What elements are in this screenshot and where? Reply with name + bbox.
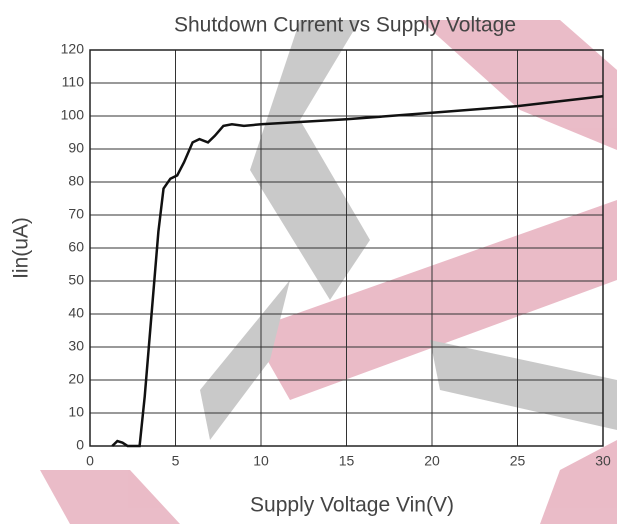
x-tick-label: 15 [339,453,355,469]
watermark-shape [40,470,180,524]
y-tick-label: 10 [68,404,84,420]
watermark-shape [420,20,617,150]
x-axis-label: Supply Voltage Vin(V) [250,494,454,517]
y-tick-label: 70 [68,206,84,222]
y-tick-label: 50 [68,272,84,288]
watermark-shape [540,440,617,524]
y-tick-label: 30 [68,338,84,354]
data-line [111,94,604,448]
x-tick-label: 5 [172,453,180,469]
y-tick-label: 20 [68,371,84,387]
x-tick-label: 30 [595,453,611,469]
x-tick-label: 25 [510,453,526,469]
y-tick-label: 80 [68,173,84,189]
watermark [40,20,617,524]
y-tick-label: 0 [76,437,84,453]
plot-frame [89,49,604,447]
x-tick-label: 0 [86,453,94,469]
y-tick-label: 110 [62,74,85,90]
y-tick-label: 120 [61,41,85,57]
x-tick-label: 20 [424,453,440,469]
x-tick-label: 10 [253,453,269,469]
y-tick-label: 100 [61,107,85,123]
watermark-shape [250,200,617,400]
watermark-shape [200,280,290,440]
watermark-shape [250,20,370,300]
chart-title: Shutdown Current vs Supply Voltage [174,14,516,37]
y-tick-label: 40 [68,305,84,321]
y-axis-label: Iin(uA) [10,217,33,279]
watermark-shape [430,340,617,430]
y-tick-label: 60 [68,239,84,255]
y-tick-label: 90 [68,140,84,156]
